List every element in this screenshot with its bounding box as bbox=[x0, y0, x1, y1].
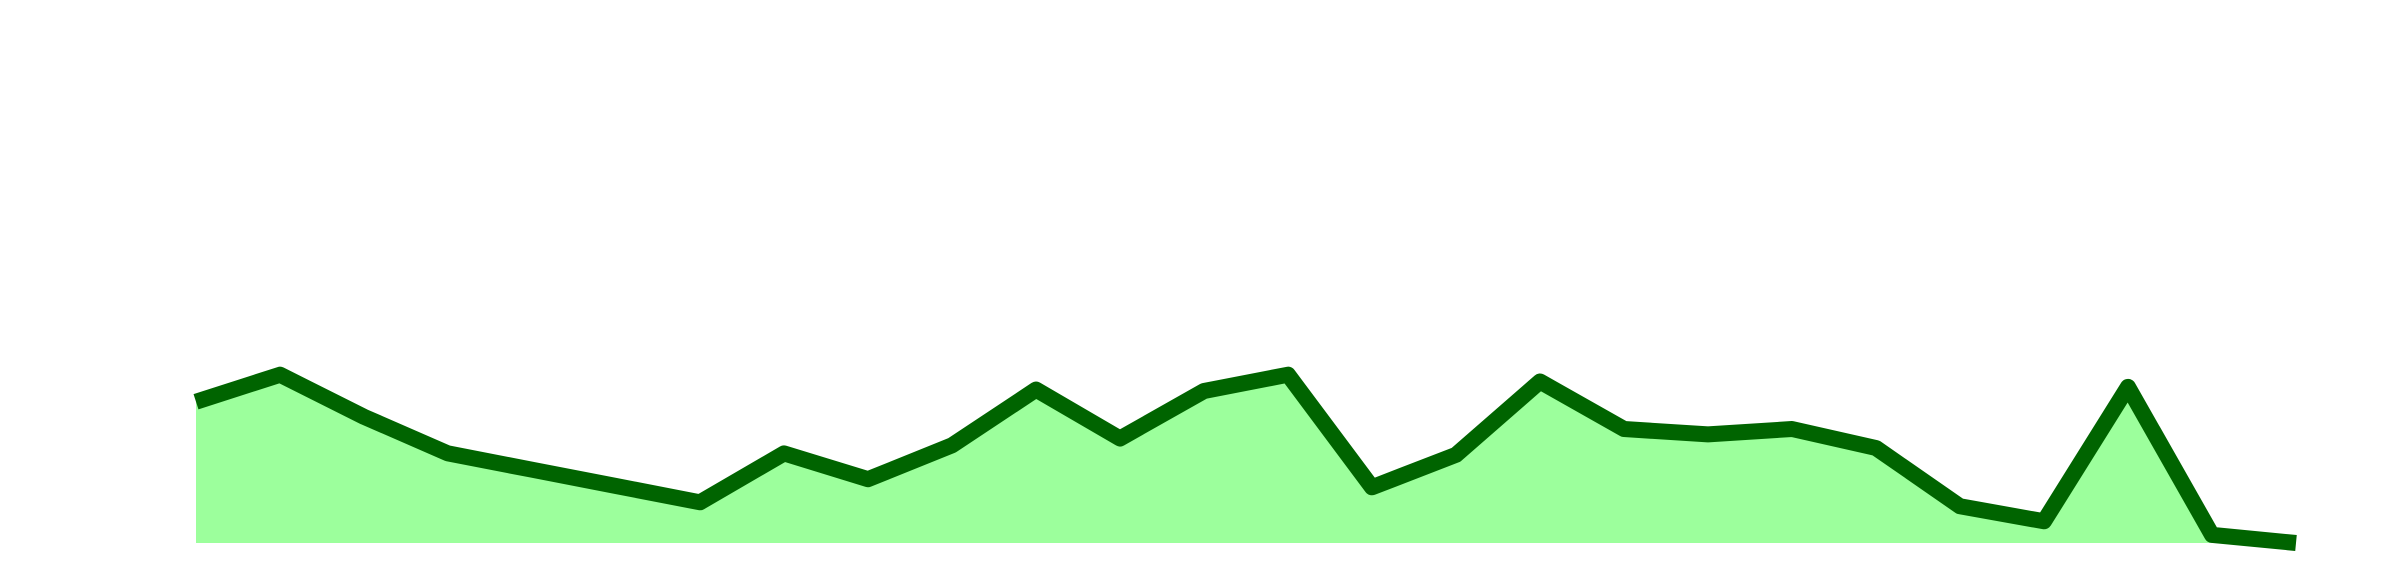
series-line bbox=[193, 366, 2297, 551]
series-area-fill bbox=[196, 374, 2296, 543]
plot-area bbox=[193, 366, 2297, 551]
